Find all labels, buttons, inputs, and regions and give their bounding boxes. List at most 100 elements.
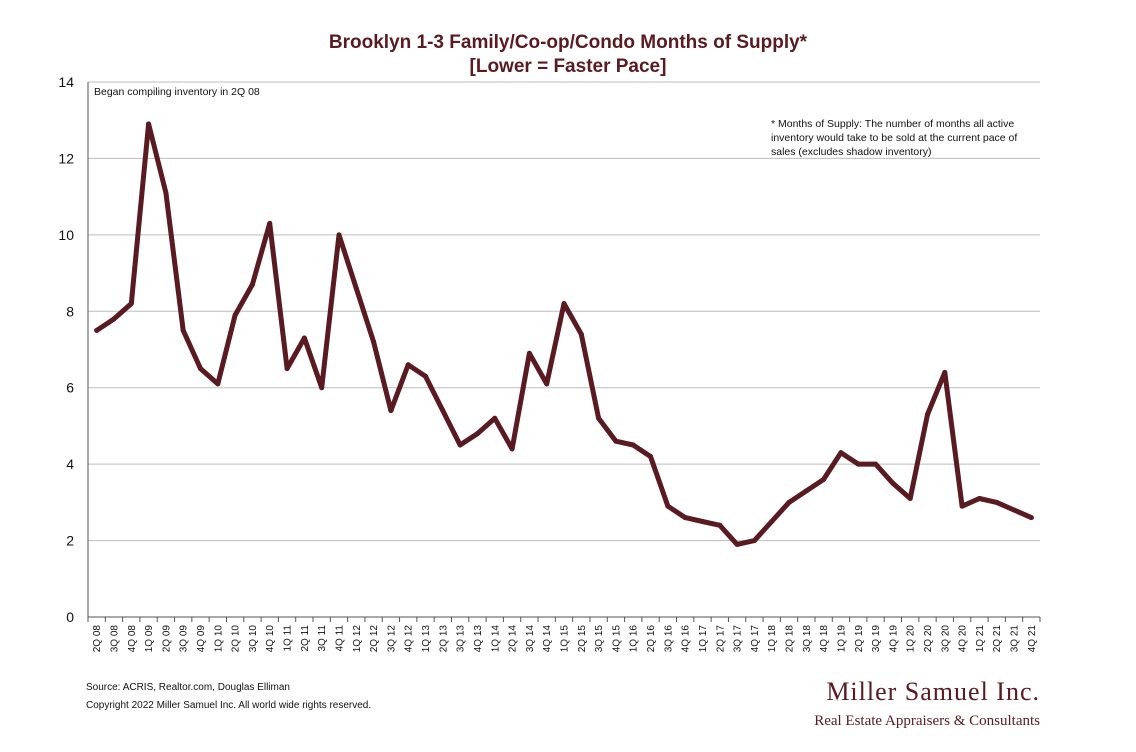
x-tick-label: 4Q 18 <box>819 625 830 653</box>
data-point <box>734 541 740 547</box>
data-point <box>301 335 307 341</box>
x-tick-label: 3Q 18 <box>802 625 813 653</box>
data-point <box>111 316 117 322</box>
data-point <box>613 438 619 444</box>
x-tick-label: 4Q 12 <box>404 625 415 653</box>
y-tick-label: 0 <box>66 609 74 625</box>
x-tick-label: 1Q 17 <box>698 625 709 653</box>
x-tick-label: 1Q 13 <box>421 625 432 653</box>
data-point <box>682 515 688 521</box>
series-line <box>94 121 1034 547</box>
data-point <box>578 331 584 337</box>
data-point <box>786 499 792 505</box>
x-tick-label: 2Q 20 <box>923 625 934 653</box>
data-point <box>249 282 255 288</box>
data-point <box>423 373 429 379</box>
data-point <box>959 503 965 509</box>
x-tick-label: 3Q 12 <box>386 625 397 653</box>
x-tick-label: 3Q 19 <box>871 625 882 653</box>
data-point <box>457 442 463 448</box>
data-point <box>336 232 342 238</box>
x-tick-label: 2Q 18 <box>785 625 796 653</box>
x-tick-label: 4Q 11 <box>334 625 345 652</box>
axes <box>87 82 1041 622</box>
x-tick-label: 2Q 19 <box>854 625 865 653</box>
data-point <box>180 327 186 333</box>
series-layer <box>94 121 1034 547</box>
y-tick-label: 14 <box>58 74 74 90</box>
x-tick-label: 1Q 20 <box>906 625 917 653</box>
x-tick-label: 1Q 10 <box>213 625 224 653</box>
x-tick-label: 2Q 13 <box>438 625 449 653</box>
x-tick-label: 3Q 14 <box>525 625 536 653</box>
annotation-months-of-supply-line-1: * Months of Supply: The number of months… <box>771 118 1014 130</box>
data-point <box>821 476 827 482</box>
data-point <box>873 461 879 467</box>
x-tick-label: 1Q 12 <box>352 625 363 653</box>
x-tick-label: 4Q 20 <box>958 625 969 653</box>
x-tick-label: 2Q 21 <box>992 625 1003 653</box>
data-point <box>751 538 757 544</box>
data-point <box>509 446 515 452</box>
x-tick-label: 3Q 20 <box>940 625 951 653</box>
data-point <box>492 415 498 421</box>
y-tick-label: 12 <box>58 150 74 166</box>
x-tick-label: 3Q 10 <box>248 625 259 653</box>
data-point <box>596 415 602 421</box>
x-tick-label: 1Q 21 <box>975 625 986 653</box>
x-tick-label: 4Q 14 <box>542 625 553 653</box>
x-tick-label: 3Q 11 <box>317 625 328 652</box>
x-tick-label: 3Q 08 <box>109 625 120 653</box>
data-point <box>769 518 775 524</box>
x-tick-label: 2Q 17 <box>715 625 726 653</box>
data-point <box>717 522 723 528</box>
x-tick-label: 2Q 16 <box>646 625 657 653</box>
source-note: Source: ACRIS, Realtor.com, Douglas Elli… <box>86 682 290 693</box>
x-tick-label: 3Q 15 <box>594 625 605 653</box>
data-point <box>232 312 238 318</box>
data-point <box>198 366 204 372</box>
x-tick-label: 4Q 09 <box>196 625 207 653</box>
data-point <box>976 496 982 502</box>
data-point <box>1011 507 1017 513</box>
data-point <box>146 121 152 127</box>
y-tick-label: 2 <box>66 533 74 549</box>
data-point <box>128 301 134 307</box>
y-tick-label: 10 <box>58 227 74 243</box>
data-point <box>803 488 809 494</box>
y-tick-label: 8 <box>66 303 74 319</box>
data-point <box>371 339 377 345</box>
annotation-months-of-supply-line-3: sales (excludes shadow inventory) <box>771 146 932 158</box>
x-tick-label: 2Q 12 <box>369 625 380 653</box>
x-axis-ticks: 2Q 08 3Q 08 4Q 08 1Q 09 2Q 09 3Q 09 4Q 09 1Q 10… <box>92 625 1038 653</box>
x-tick-label: 1Q 16 <box>629 625 640 653</box>
data-point <box>1028 515 1034 521</box>
x-tick-label: 2Q 14 <box>508 625 519 653</box>
x-tick-label: 1Q 11 <box>283 625 294 652</box>
data-point <box>544 381 550 387</box>
data-point <box>215 381 221 387</box>
chart-title: Brooklyn 1-3 Family/Co-op/Condo Months o… <box>329 32 808 53</box>
data-point <box>699 518 705 524</box>
data-point <box>388 408 394 414</box>
data-point <box>630 442 636 448</box>
brand-name: Miller Samuel Inc. <box>826 677 1040 706</box>
y-axis-ticks: 0 2 4 6 8 10 12 14 <box>58 74 74 625</box>
annotation-began-compiling: Began compiling inventory in 2Q 08 <box>94 86 260 98</box>
x-tick-label: 1Q 14 <box>490 625 501 653</box>
data-point <box>907 496 913 502</box>
data-point <box>665 503 671 509</box>
data-point <box>855 461 861 467</box>
gridlines <box>88 81 1040 542</box>
data-point <box>942 369 948 375</box>
x-tick-label: 3Q 13 <box>456 625 467 653</box>
x-tick-label: 4Q 17 <box>750 625 761 653</box>
data-point <box>474 431 480 437</box>
data-point <box>890 480 896 486</box>
brand-tagline: Real Estate Appraisers & Consultants <box>814 713 1040 729</box>
x-tick-label: 4Q 21 <box>1027 625 1038 653</box>
y-tick-label: 4 <box>66 456 74 472</box>
x-tick-label: 2Q 09 <box>161 625 172 653</box>
data-point <box>405 362 411 368</box>
